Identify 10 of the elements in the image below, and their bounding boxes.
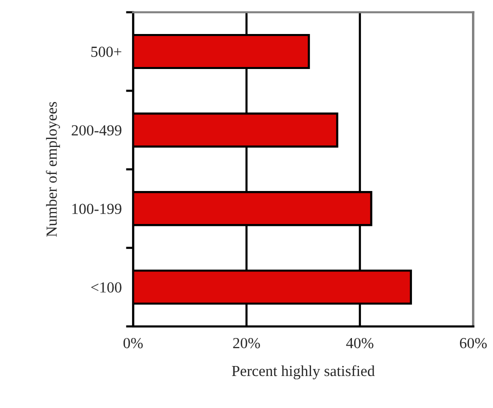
y-tick-label: 500+ [91, 46, 122, 57]
y-axis-title: Number of employees [46, 102, 60, 237]
x-tick-label: 0% [124, 338, 143, 348]
x-axis-title: Percent highly satisfied [232, 365, 375, 380]
y-tick-label: 200-499 [72, 125, 122, 136]
x-tick-label: 20% [233, 338, 260, 348]
y-tick-label: <100 [91, 282, 122, 293]
x-tick-label: 40% [346, 338, 374, 348]
y-tick-label: 100-199 [72, 204, 122, 214]
x-tick-label: 60% [460, 338, 487, 348]
